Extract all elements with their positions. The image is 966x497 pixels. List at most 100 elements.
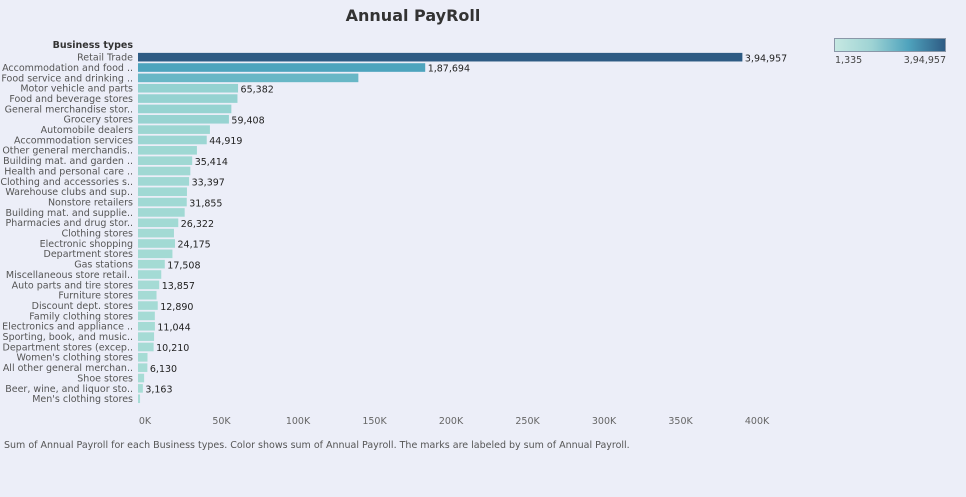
category-label: Shoe stores [77, 373, 133, 384]
category-label: Furniture stores [58, 291, 133, 302]
category-label: Food service and drinking .. [1, 73, 133, 84]
category-label: Motor vehicle and parts [20, 84, 133, 95]
category-label: Building mat. and supplie.. [6, 208, 134, 219]
bar [138, 94, 238, 103]
chart-title: Annual PayRoll [345, 6, 481, 25]
x-tick-label: 300K [592, 416, 617, 427]
data-label: 3,163 [145, 385, 172, 396]
color-legend: 1,335 3,94,957 [834, 38, 946, 78]
bar [138, 363, 148, 372]
category-label: Nonstore retailers [48, 197, 133, 208]
bar [138, 146, 197, 155]
data-label: 13,857 [162, 281, 195, 292]
data-label: 35,414 [195, 157, 228, 168]
x-tick-label: 100K [286, 416, 311, 427]
category-label: Department stores [44, 249, 134, 260]
bar [138, 73, 359, 83]
category-label: Electronics and appliance .. [2, 322, 133, 333]
category-label: Grocery stores [64, 115, 134, 126]
bar [138, 208, 185, 217]
data-label: 31,855 [189, 198, 222, 209]
category-label: Other general merchandis.. [2, 146, 133, 157]
category-label: Sporting, book, and music.. [3, 332, 133, 343]
x-tick-label: 50K [212, 416, 231, 427]
bar [138, 197, 187, 207]
category-label: Building mat. and garden .. [3, 156, 133, 167]
category-label: Accommodation services [14, 135, 133, 146]
category-label: Discount dept. stores [32, 301, 133, 312]
legend-gradient [834, 38, 946, 52]
bar [138, 239, 175, 248]
data-label: 11,044 [157, 322, 190, 333]
data-label: 12,890 [160, 302, 193, 313]
category-label: Gas stations [74, 260, 133, 271]
category-label: Food and beverage stores [9, 94, 133, 105]
category-label: Automobile dealers [41, 125, 133, 136]
bar [138, 270, 162, 279]
bar [138, 280, 160, 290]
data-label: 3,94,957 [745, 53, 787, 64]
x-tick-label: 400K [745, 416, 770, 427]
bar [138, 166, 191, 176]
x-tick-label: 150K [362, 416, 387, 427]
x-tick-label: 0K [139, 416, 152, 427]
data-label: 6,130 [150, 364, 177, 375]
category-label: All other general merchan.. [3, 363, 133, 374]
category-label: General merchandise stor.. [5, 104, 133, 115]
category-label: Family clothing stores [29, 311, 133, 322]
bar [138, 104, 232, 114]
data-label: 65,382 [241, 84, 274, 95]
bar [138, 373, 145, 383]
x-tick-label: 250K [515, 416, 540, 427]
bar [138, 218, 179, 228]
bar [138, 135, 207, 145]
bar [138, 259, 165, 269]
category-label: Health and personal care .. [4, 166, 133, 177]
category-label: Men's clothing stores [32, 394, 133, 405]
bar [138, 156, 193, 165]
bar [138, 177, 190, 186]
bar [138, 125, 210, 134]
bar [138, 114, 229, 124]
data-label: 17,508 [167, 260, 200, 271]
category-label: Warehouse clubs and sup.. [5, 187, 133, 198]
category-label: Clothing stores [61, 229, 133, 240]
category-label: Department stores (excep.. [3, 342, 133, 353]
bar [138, 394, 141, 404]
category-label: Beer, wine, and liquor sto.. [5, 384, 133, 395]
legend-max-label: 3,94,957 [903, 55, 946, 66]
category-label: Electronic shopping [40, 239, 133, 250]
bar [138, 83, 239, 93]
data-label: 24,175 [177, 240, 210, 251]
data-label: 26,322 [181, 219, 214, 230]
data-label: 44,919 [209, 136, 242, 147]
bar [138, 301, 158, 310]
legend-min-label: 1,335 [835, 55, 863, 66]
bar [138, 290, 157, 300]
data-label: 33,397 [192, 178, 225, 189]
bar [138, 63, 426, 72]
bar [138, 249, 173, 259]
bar [138, 332, 155, 341]
category-label: Clothing and accessories s.. [0, 177, 133, 188]
bar [138, 52, 743, 62]
bar [138, 321, 155, 331]
data-label: 59,408 [231, 115, 264, 126]
category-label: Retail Trade [77, 53, 133, 64]
category-label: Women's clothing stores [17, 353, 134, 364]
category-label: Accommodation and food .. [2, 63, 133, 74]
bar [138, 311, 155, 321]
bar [138, 353, 148, 362]
bar [138, 342, 154, 352]
category-label: Pharmacies and drug stor.. [5, 218, 133, 229]
category-label: Auto parts and tire stores [12, 280, 133, 291]
bar [138, 228, 174, 238]
bar [138, 187, 187, 197]
bar [138, 384, 143, 393]
category-label: Miscellaneous store retail.. [6, 270, 133, 281]
x-tick-label: 200K [439, 416, 464, 427]
category-header: Business types [53, 40, 134, 51]
data-label: 10,210 [156, 343, 189, 354]
chart-caption: Sum of Annual Payroll for each Business … [4, 440, 630, 451]
